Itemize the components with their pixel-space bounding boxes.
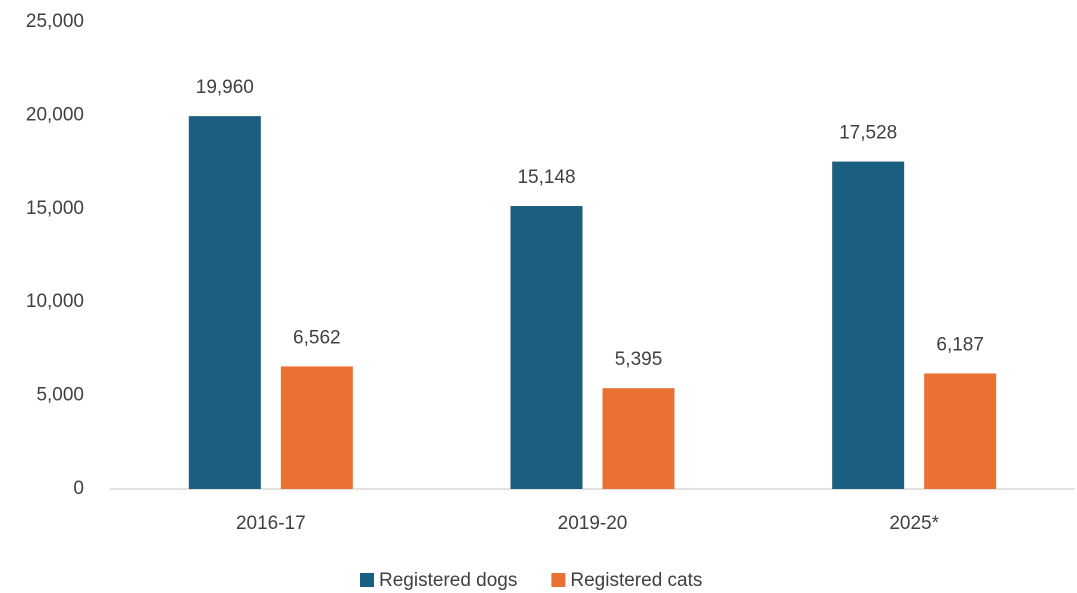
y-tick-label: 25,000: [26, 11, 84, 32]
y-tick-label: 5,000: [36, 385, 84, 406]
data-label: 6,187: [936, 334, 984, 355]
bar: [510, 206, 583, 490]
bar: [188, 116, 261, 489]
y-tick-label: 0: [73, 478, 84, 499]
y-tick-label: 10,000: [26, 291, 84, 312]
x-tick-label: 2016-17: [236, 513, 306, 534]
y-tick-label: 20,000: [26, 104, 84, 125]
legend-swatch: [360, 573, 374, 587]
data-label: 19,960: [196, 77, 254, 98]
x-tick-label: 2019-20: [558, 513, 628, 534]
bar: [832, 161, 905, 489]
legend-label: Registered cats: [570, 570, 702, 591]
y-tick-label: 15,000: [26, 198, 84, 219]
data-label: 5,395: [615, 349, 663, 370]
bar: [602, 388, 675, 489]
data-label: 6,562: [293, 327, 341, 348]
legend-swatch: [551, 573, 566, 587]
data-label: 17,528: [839, 123, 897, 144]
bar: [924, 373, 997, 489]
legend-label: Registered dogs: [379, 570, 517, 591]
bar: [280, 366, 353, 489]
data-label: 15,148: [517, 167, 575, 188]
x-tick-label: 2025*: [889, 513, 939, 534]
